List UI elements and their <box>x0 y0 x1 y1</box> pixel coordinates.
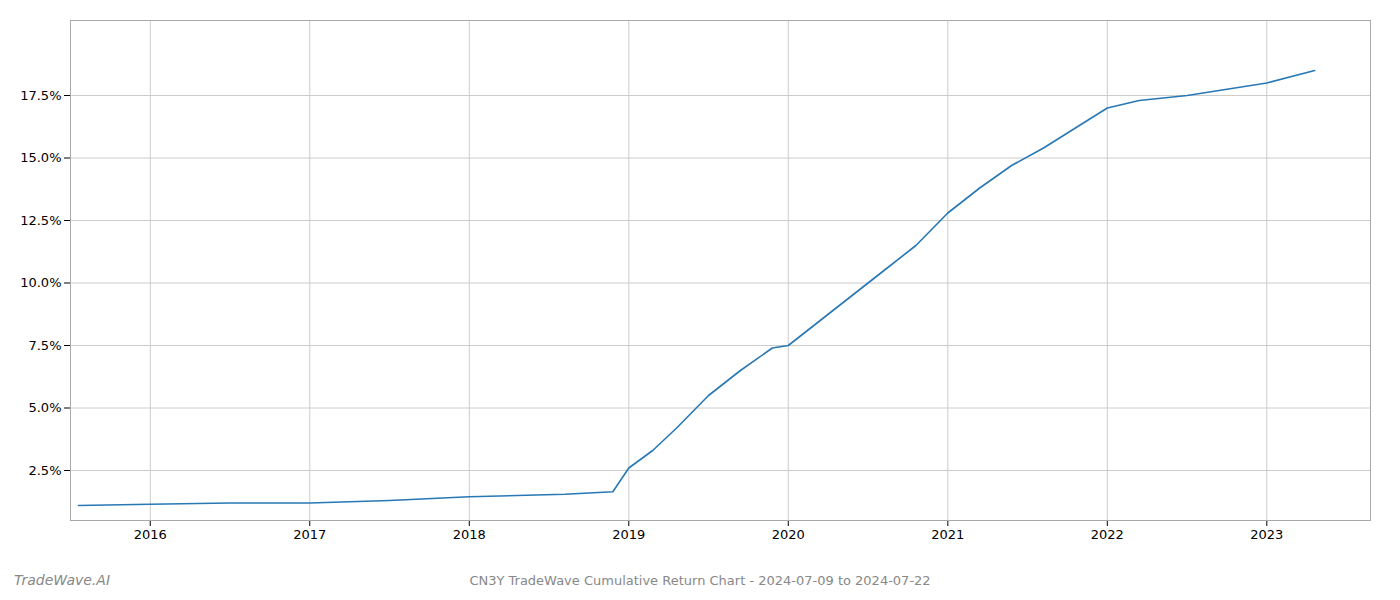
svg-text:15.0%: 15.0% <box>20 150 61 165</box>
svg-text:2020: 2020 <box>772 527 805 542</box>
svg-text:17.5%: 17.5% <box>20 88 61 103</box>
html-text:CN3Y TradeWave Cumulative Retu: CN3Y TradeWave Cumulative Return Chart -… <box>469 573 931 588</box>
svg-text:2018: 2018 <box>453 527 486 542</box>
svg-text:2.5%: 2.5% <box>28 463 61 478</box>
svg-text:10.0%: 10.0% <box>20 275 61 290</box>
svg-text:7.5%: 7.5% <box>28 338 61 353</box>
svg-text:2023: 2023 <box>1250 527 1283 542</box>
svg-text:5.0%: 5.0% <box>28 400 61 415</box>
svg-text:2019: 2019 <box>612 527 645 542</box>
svg-text:2022: 2022 <box>1091 527 1124 542</box>
svg-text:2021: 2021 <box>931 527 964 542</box>
svg-text:2017: 2017 <box>293 527 326 542</box>
html-text:TradeWave.AI: TradeWave.AI <box>14 572 110 588</box>
svg-text:12.5%: 12.5% <box>20 213 61 228</box>
svg-text:2016: 2016 <box>134 527 167 542</box>
